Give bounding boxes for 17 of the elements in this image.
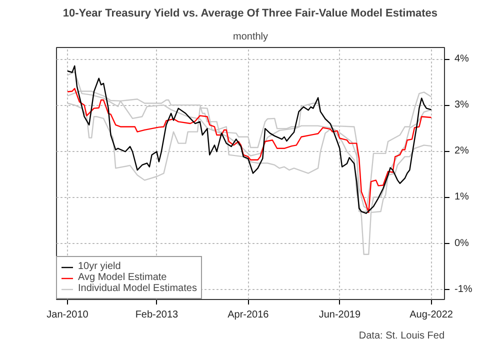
x-tick-label: Feb-2013 xyxy=(135,310,179,320)
legend-label: Avg Model Estimate xyxy=(78,272,167,283)
x-tick-label: Apr-2016 xyxy=(228,310,270,320)
chart-title: 10-Year Treasury Yield vs. Average Of Three Fair-Value Model Estimates xyxy=(62,8,438,20)
x-tick-label: Jan-2010 xyxy=(46,310,89,320)
y-tick-label: 3% xyxy=(454,100,470,111)
legend-label: Individual Model Estimates xyxy=(78,283,197,294)
y-tick-label: 2% xyxy=(454,146,470,157)
y-tick-label: -1% xyxy=(454,284,472,295)
x-tick-label: Jun-2019 xyxy=(318,310,361,320)
y-tick-label: 1% xyxy=(454,192,470,203)
y-tick-label: 4% xyxy=(454,54,470,65)
legend-label: 10yr yield xyxy=(78,261,121,272)
text: Data: St. Louis Fed xyxy=(358,330,445,342)
x-tick-label: Aug-2022 xyxy=(410,310,454,320)
y-tick-label: 0% xyxy=(454,238,470,249)
chart-subtitle: monthly xyxy=(232,32,268,42)
